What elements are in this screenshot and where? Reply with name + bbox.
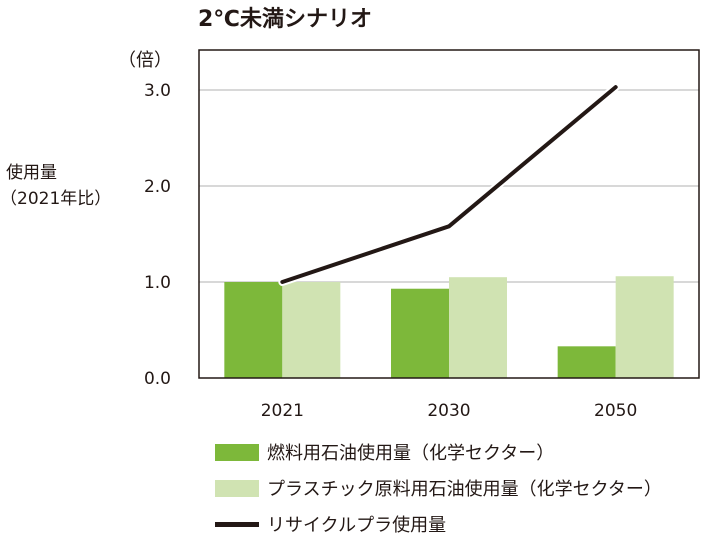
legend-label-plastic: プラスチック原料用石油使用量（化学セクター） <box>267 479 662 500</box>
bar-series1-2030 <box>391 288 449 378</box>
y-tick-label: 1.0 <box>144 273 171 293</box>
legend-swatch-recycle <box>215 521 259 527</box>
legend-label-recycle: リサイクルプラ使用量 <box>267 515 447 536</box>
legend-item-fuel: 燃料用石油使用量（化学セクター） <box>215 434 662 470</box>
legend-swatch-plastic <box>215 479 259 497</box>
x-tick-labels: 2021 2030 2050 <box>261 401 638 421</box>
bar-series1-2050 <box>557 346 616 378</box>
legend: 燃料用石油使用量（化学セクター） プラスチック原料用石油使用量（化学セクター） … <box>215 434 662 542</box>
plot-frame <box>198 49 700 379</box>
bars-group <box>224 276 674 378</box>
y-unit-label: （倍） <box>118 50 172 71</box>
legend-item-recycle: リサイクルプラ使用量 <box>215 506 662 542</box>
line-series-group <box>278 83 620 286</box>
axes-group <box>198 49 700 379</box>
y-tick-label: 3.0 <box>144 81 171 101</box>
bar-series2-2030 <box>449 277 507 378</box>
x-tick-label: 2050 <box>594 401 637 421</box>
bar-series1-2021 <box>224 282 283 378</box>
y-tick-label: 2.0 <box>144 177 171 197</box>
y-tick-label: 0.0 <box>144 369 171 389</box>
chart-title: 2℃未満シナリオ <box>198 6 372 32</box>
legend-item-plastic: プラスチック原料用石油使用量（化学セクター） <box>215 470 662 506</box>
x-tick-label: 2021 <box>261 401 304 421</box>
chart-canvas: 2℃未満シナリオ （倍） 使用量 （2021年比） 0.0 1.0 2.0 3.0 2… <box>0 6 700 421</box>
y-axis-label-line1: 使用量 <box>6 162 57 183</box>
line-recycle-plastic <box>280 85 618 284</box>
y-axis-label-line2: （2021年比） <box>0 189 111 209</box>
legend-label-fuel: 燃料用石油使用量（化学セクター） <box>267 443 555 464</box>
x-tick-label: 2030 <box>427 401 470 421</box>
legend-swatch-fuel <box>215 443 259 461</box>
line-halo <box>278 83 620 286</box>
grid-lines <box>199 89 699 283</box>
y-tick-labels: 0.0 1.0 2.0 3.0 <box>144 81 171 389</box>
bar-series2-2050 <box>615 276 674 378</box>
bar-series2-2021 <box>282 282 341 378</box>
